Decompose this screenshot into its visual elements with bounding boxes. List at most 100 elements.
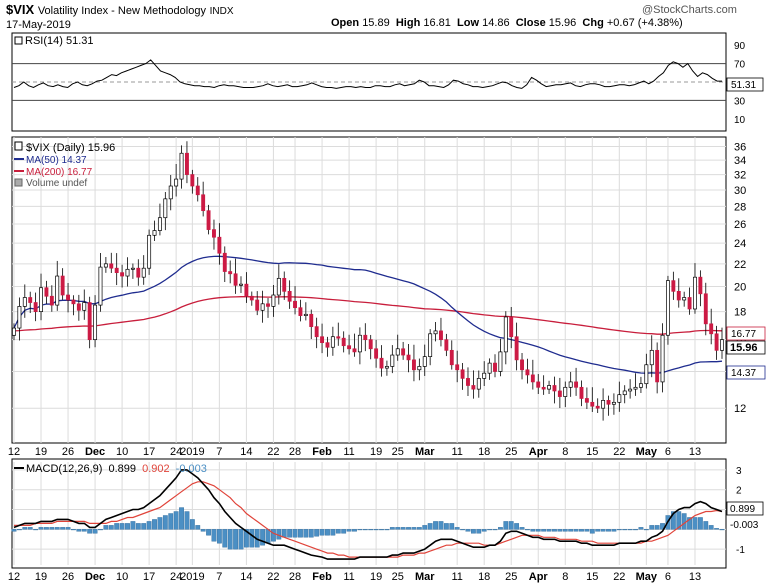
macd-histogram-bar [135,523,141,530]
close-price-box: 15.96 [726,340,766,355]
macd-histogram-bar [427,523,433,530]
date-axis-label: 12 [8,571,20,583]
macd-histogram-bar [60,527,66,530]
candle-body [368,339,373,350]
candle-body [628,388,633,392]
macd-value-box: 0.899 [726,501,764,516]
candle-body [336,336,341,339]
candle-body [44,287,49,297]
watermark: @StockCharts.com [642,4,737,16]
price-legend-ma50: MA(50) 14.37 [26,155,87,166]
candle-body [17,306,22,329]
macd-histogram-bar [616,529,622,531]
macd-tick-label: -1 [736,545,745,556]
candle-body [514,336,519,361]
date-axis-label: 28 [289,446,301,458]
macd-panel: 321-1 MACD(12,26,9) 0.899 0.902 -0.003 0… [11,458,764,569]
candle-body [55,275,60,306]
macd-histogram-bar [643,529,649,531]
volume-legend-swatch [14,178,23,187]
candle-body [271,294,276,307]
price-tick-label: 26 [734,219,746,231]
macd-histogram-bar [330,529,336,536]
macd-histogram-bar [389,527,395,530]
macd-histogram-bar [460,529,465,531]
price-legend: $VIX (Daily) 15.96 MA(50) 14.37 MA(200) … [14,141,115,189]
macd-histogram-bar [525,529,530,531]
candle-body [455,364,460,371]
macd-histogram-bar [27,527,33,530]
macd-histogram-bar [103,525,109,530]
ma50-price-box: 14.37 [726,365,766,380]
macd-histogram-bar [314,529,320,537]
rsi-tick-label: 90 [734,41,746,52]
date-axis-label: Feb [312,571,332,583]
macd-histogram-bar [152,519,157,530]
high-label: High [395,17,421,29]
macd-histogram-bar [325,529,330,536]
macd-histogram-bar [71,529,76,531]
candle-body [422,356,427,367]
candle-body [595,405,600,409]
rsi-line [13,59,722,89]
candle-body [28,297,33,303]
macd-histogram-bar [573,529,579,532]
price-panel: 36343230282624222018161412 $VIX (Daily) … [11,136,766,444]
date-axis-label: May [636,571,658,583]
macd-histogram-bar [384,529,390,531]
macd-legend-text: MACD(12,26,9) 0.899 0.902 -0.003 [26,463,207,475]
candle-body [287,290,292,302]
macd-histogram-bar [352,529,357,532]
candle-body [682,297,687,301]
candle-body [390,354,395,367]
macd-histogram-bar [622,529,628,531]
candle-body [666,280,670,336]
date-axis-label: 6 [665,446,671,458]
candle-body [487,362,492,374]
macd-histogram-bar [676,511,682,530]
date-axis-label: 10 [116,446,128,458]
ma50-line [13,255,723,374]
candle-body [174,178,179,187]
candle-body [428,333,433,357]
macd-histogram-bar [470,529,476,534]
candle-body [482,372,487,379]
macd-histogram-bar [443,523,449,530]
macd-histogram-bar [227,529,233,550]
price-tick-label: 36 [734,142,746,154]
candle-body [579,386,584,399]
macd-histogram-bar [308,529,314,538]
candle-body [282,277,287,292]
candle-body [93,304,98,341]
macd-histogram-bar [173,511,179,530]
candle-body [163,198,168,219]
candle-body [687,297,692,310]
macd-histogram-bar [487,529,493,531]
macd-histogram-bar [130,521,136,530]
close-price-label: 15.96 [730,342,758,354]
macd-histogram-bar [303,529,309,538]
candle-body [190,174,195,187]
candle-body [298,307,303,316]
macd-histogram-bar [200,529,206,532]
rsi-tick-label: 30 [734,96,746,107]
macd-histogram-bar [146,521,152,530]
macd-histogram-bar [292,529,298,538]
candle-body [33,302,38,312]
candle-body [314,326,319,338]
macd-frame [11,458,727,569]
price-tick-label: 12 [734,403,746,415]
rsi-legend-swatch [14,36,23,45]
price-tick-label: 20 [734,282,746,294]
macd-histogram-bar [492,529,498,531]
candle-body [638,383,643,388]
macd-histogram-bar [557,529,563,532]
macd-histogram-bar [179,507,184,530]
candle-body [720,339,724,351]
date-axis-label: 26 [62,446,74,458]
macd-histogram-bar [184,511,190,530]
macd-histogram-bar [189,519,195,530]
candle-body [130,267,135,270]
candle-body [222,252,227,272]
macd-histogram-bar [649,525,655,530]
